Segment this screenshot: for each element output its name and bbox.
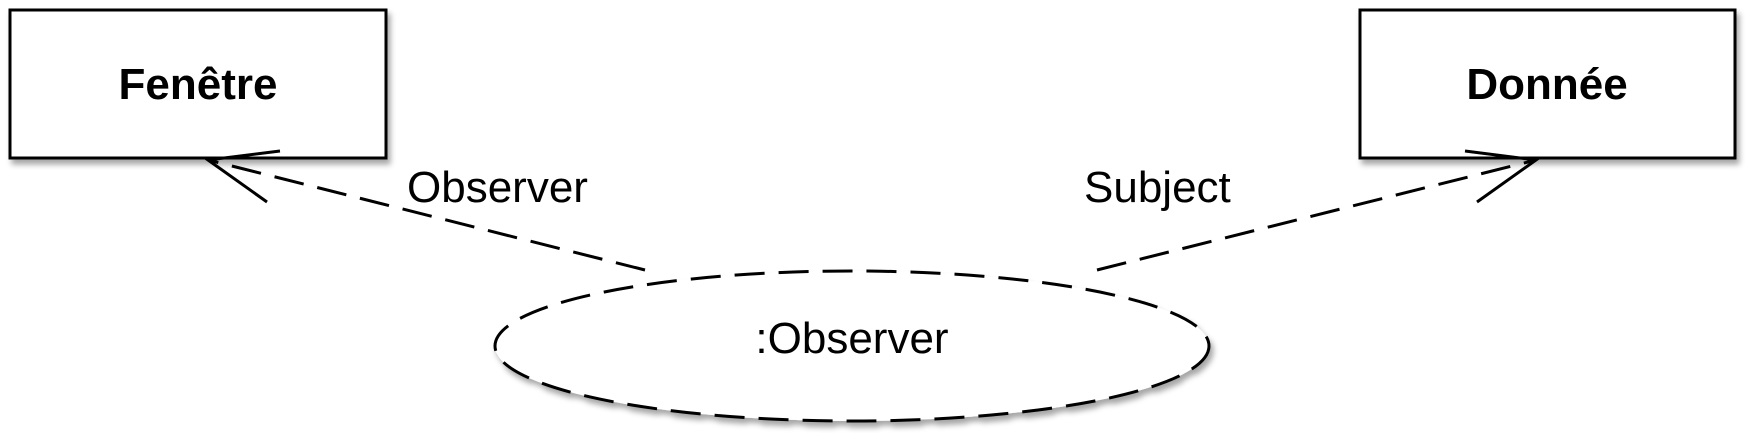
class-name-donnee: Donnée: [1466, 60, 1627, 109]
class-name-fenetre: Fenêtre: [119, 60, 278, 109]
arrowhead-observer: [203, 149, 281, 204]
collaboration-ellipse-shape: [493, 269, 1211, 423]
class-box-fenetre-rect: [8, 8, 388, 160]
class-box-donnee-rect: [1358, 8, 1737, 160]
class-box-donnee[interactable]: Donnée: [1358, 8, 1737, 160]
class-box-fenetre[interactable]: Fenêtre: [8, 8, 388, 160]
dependency-subject: [1096, 149, 1540, 272]
dependency-line-observer: [207, 158, 646, 272]
role-label-observer: Observer: [407, 163, 588, 212]
role-label-subject: Subject: [1084, 163, 1231, 212]
dependency-observer: [203, 149, 646, 272]
arrowhead-subject: [1464, 149, 1540, 204]
collaboration-name: :Observer: [755, 314, 948, 363]
dependency-line-subject: [1096, 158, 1537, 272]
collaboration-ellipse[interactable]: :Observer: [493, 269, 1211, 423]
